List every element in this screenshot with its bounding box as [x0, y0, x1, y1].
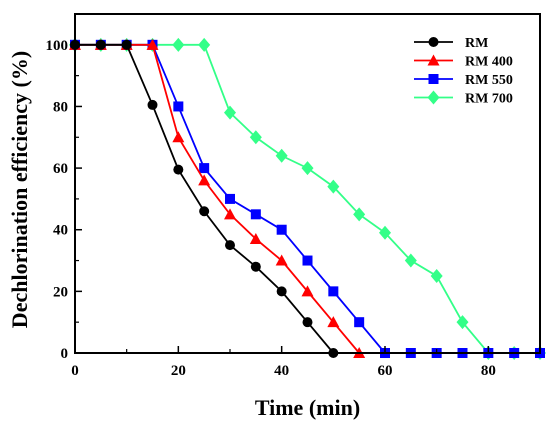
data-point	[430, 268, 443, 283]
y-axis-label: Dechlorination efficiency (%)	[7, 51, 32, 328]
data-point	[302, 317, 313, 328]
y-tick-label: 40	[53, 223, 68, 239]
data-point	[249, 130, 262, 145]
data-point	[173, 164, 184, 175]
data-point	[327, 316, 340, 328]
x-tick-label: 20	[171, 363, 186, 379]
legend-item: RM 400	[414, 54, 513, 70]
legend: RM RM 400 RM 550 RM 700	[414, 36, 513, 107]
data-point	[302, 255, 313, 266]
data-point	[199, 206, 210, 217]
x-tick-label: 40	[274, 363, 289, 379]
data-point	[172, 37, 185, 52]
data-point	[198, 37, 211, 52]
x-tick-label: 80	[481, 363, 496, 379]
data-point	[276, 224, 287, 235]
legend-item: RM	[414, 36, 488, 51]
data-point	[95, 39, 106, 50]
data-point	[225, 193, 235, 204]
series-rm-400	[69, 38, 366, 358]
series-rm	[70, 39, 339, 358]
data-point	[198, 174, 211, 186]
y-tick-label: 100	[46, 38, 69, 54]
data-point	[379, 225, 391, 240]
legend-marker	[428, 37, 439, 47]
y-tick-label: 60	[53, 161, 68, 177]
data-point	[275, 254, 288, 266]
data-point	[456, 315, 469, 330]
x-tick-label: 0	[71, 363, 79, 379]
legend-label: RM	[465, 36, 488, 51]
x-axis-label: Time (min)	[255, 395, 360, 420]
series-line	[75, 43, 335, 354]
data-point	[249, 232, 262, 244]
data-point	[301, 285, 314, 297]
data-point	[225, 240, 235, 251]
data-point	[173, 101, 184, 112]
data-point	[354, 317, 365, 328]
data-point	[147, 99, 158, 110]
plot-marks	[69, 37, 546, 360]
legend-label: RM 550	[465, 73, 513, 88]
y-tick-label: 0	[61, 346, 69, 362]
data-point	[199, 163, 210, 174]
data-point	[404, 253, 417, 268]
series-line	[75, 43, 360, 354]
legend-item: RM 700	[414, 90, 513, 107]
data-point	[276, 286, 287, 297]
legend-marker	[428, 74, 439, 84]
data-point	[353, 207, 366, 222]
data-point	[146, 38, 159, 50]
data-point	[224, 208, 236, 220]
legend-label: RM 400	[465, 55, 513, 70]
data-point	[301, 161, 314, 176]
y-tick-label: 20	[53, 284, 68, 300]
data-point	[121, 39, 132, 50]
legend-item: RM 550	[414, 73, 513, 88]
data-point	[224, 105, 236, 120]
data-point	[250, 261, 261, 272]
data-point	[172, 131, 185, 143]
data-point	[327, 179, 340, 194]
plot-frame	[74, 13, 541, 354]
x-tick-label: 60	[378, 363, 393, 379]
axis-ticks: 0 20 40 60 80 0 20 40 60 80 100	[46, 38, 496, 379]
legend-label: RM 700	[465, 92, 513, 107]
legend-marker	[427, 54, 440, 66]
data-point	[275, 148, 288, 163]
y-tick-label: 80	[53, 99, 68, 115]
data-point	[250, 209, 261, 220]
data-point	[328, 286, 339, 297]
legend-marker	[427, 90, 440, 105]
